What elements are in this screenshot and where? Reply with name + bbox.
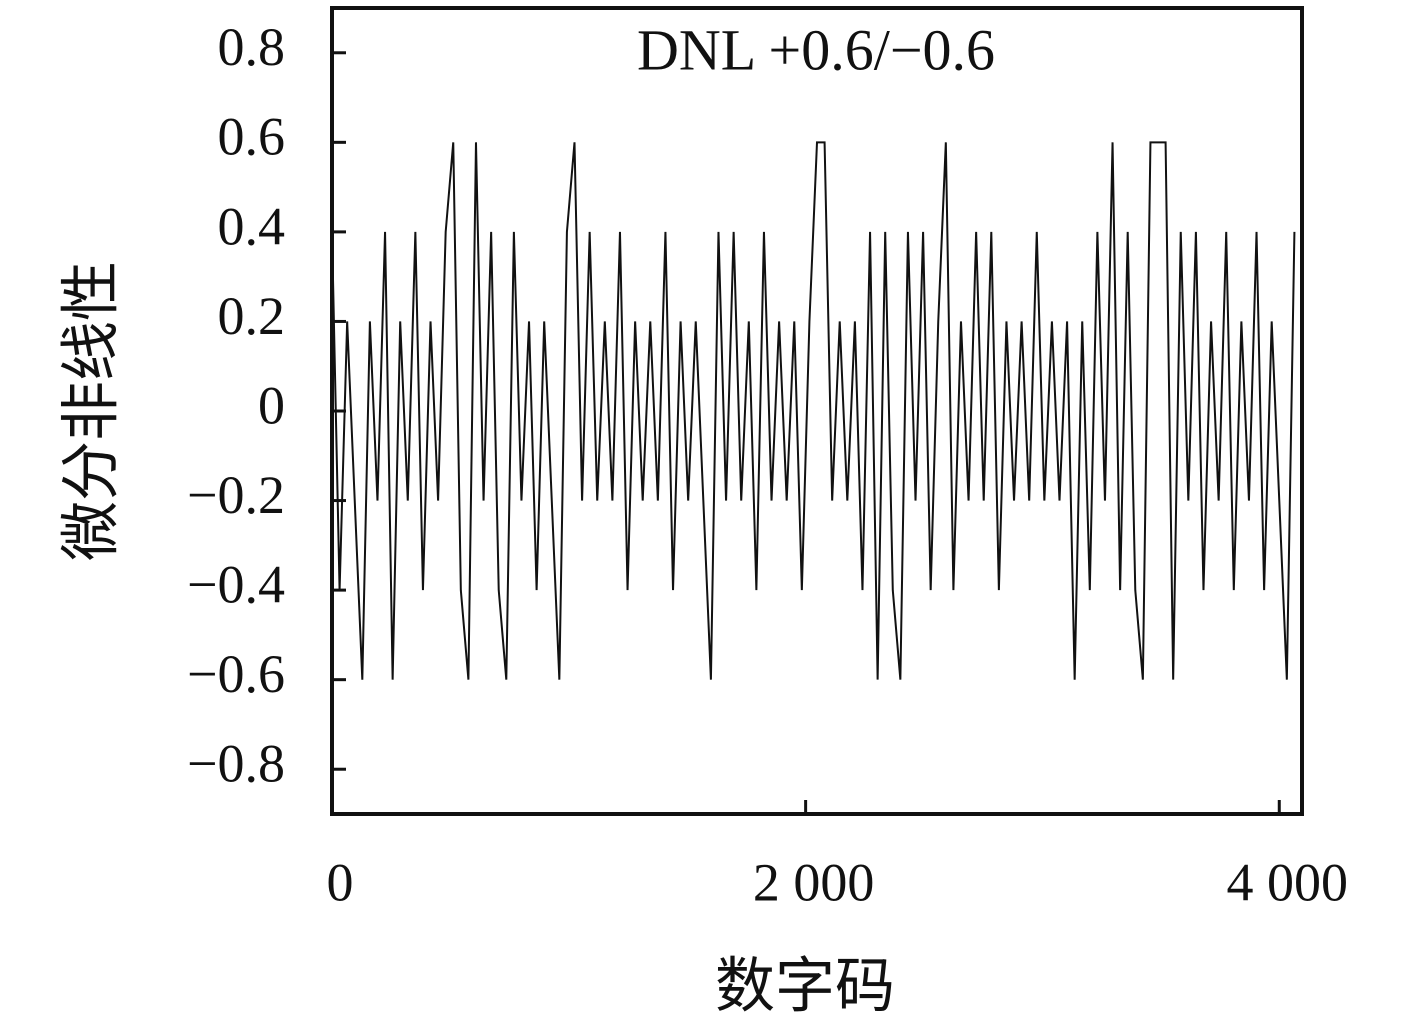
y-tick-label: 0.6 xyxy=(218,107,286,167)
y-tick-label: 0.8 xyxy=(218,17,286,77)
x-tick-label: 4 000 xyxy=(1227,852,1349,912)
y-tick-label: −0.2 xyxy=(187,465,285,525)
y-tick-label: 0.2 xyxy=(218,286,286,346)
x-tick-label: 0 xyxy=(327,852,354,912)
x-axis-label: 数字码 xyxy=(715,952,895,1022)
y-tick-label: −0.8 xyxy=(187,734,285,794)
y-tick-label: −0.4 xyxy=(187,555,285,615)
plot-frame xyxy=(330,6,1304,816)
chart-title: DNL +0.6/−0.6 xyxy=(637,17,995,82)
y-tick-label: −0.6 xyxy=(187,644,285,704)
x-tick-label: 2 000 xyxy=(753,852,875,912)
y-tick-label: 0 xyxy=(258,375,285,435)
data-line xyxy=(331,141,1296,680)
y-axis-label: 微分非线性 xyxy=(57,261,127,561)
y-tick-label: 0.4 xyxy=(218,196,286,256)
